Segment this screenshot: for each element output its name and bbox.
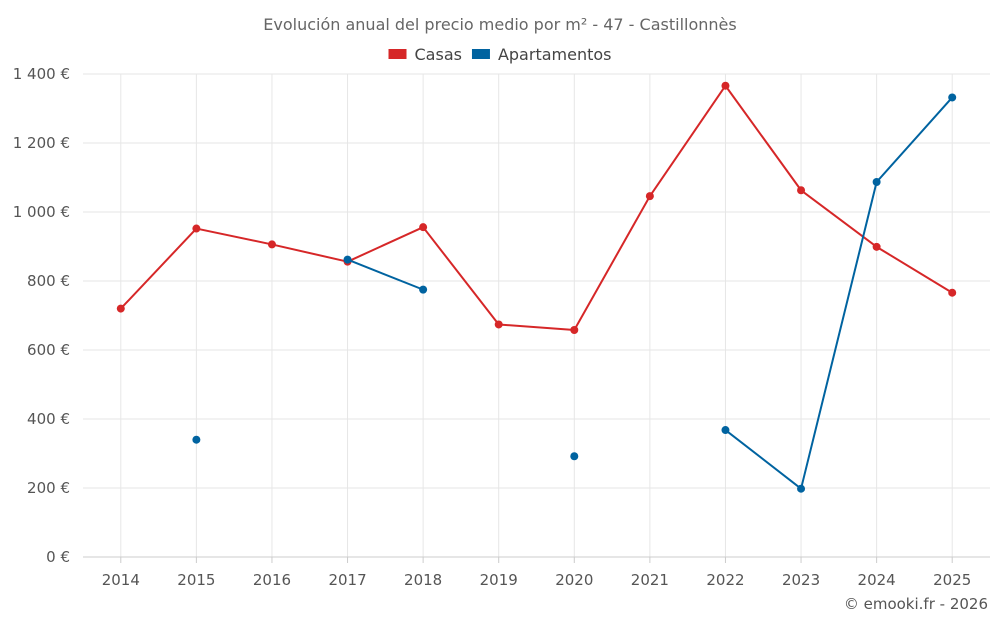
data-point[interactable] xyxy=(570,452,579,461)
data-point[interactable] xyxy=(343,255,352,264)
data-point[interactable] xyxy=(570,325,579,334)
y-tick-label: 1 200 € xyxy=(13,134,70,152)
y-tick-label: 0 € xyxy=(46,548,70,566)
legend-label: Apartamentos xyxy=(498,45,612,64)
x-tick-label: 2014 xyxy=(102,571,140,589)
legend-swatch xyxy=(471,49,490,59)
y-tick-label: 800 € xyxy=(27,272,70,290)
legend-item-apartamentos[interactable]: Apartamentos xyxy=(471,45,612,64)
x-tick-label: 2019 xyxy=(480,571,518,589)
x-tick-label: 2020 xyxy=(555,571,593,589)
x-tick-label: 2022 xyxy=(706,571,744,589)
data-point[interactable] xyxy=(872,242,881,251)
x-tick-label: 2024 xyxy=(858,571,896,589)
data-point[interactable] xyxy=(721,426,730,435)
x-tick-label: 2023 xyxy=(782,571,820,589)
x-tick-label: 2025 xyxy=(933,571,971,589)
series-line xyxy=(347,258,424,291)
data-point[interactable] xyxy=(419,285,428,294)
legend-label: Casas xyxy=(415,45,462,64)
data-point[interactable] xyxy=(872,177,881,186)
legend-item-casas[interactable]: Casas xyxy=(388,45,462,64)
y-tick-label: 1 400 € xyxy=(13,65,70,83)
series-casas xyxy=(116,81,957,334)
x-tick-label: 2015 xyxy=(177,571,215,589)
y-axis-ticks: 0 € 200 € 400 € 600 € 800 € 1 000 € 1 200 € 1 4… xyxy=(13,65,70,566)
data-point[interactable] xyxy=(948,288,957,297)
data-point[interactable] xyxy=(948,93,957,102)
y-gridlines xyxy=(83,73,990,489)
y-tick-label: 600 € xyxy=(27,341,70,359)
legend[interactable]: Casas Apartamentos xyxy=(388,45,612,64)
data-point[interactable] xyxy=(645,192,654,201)
data-point[interactable] xyxy=(192,435,201,444)
credit-text: © emooki.fr - 2026 xyxy=(844,595,988,613)
x-tick-label: 2017 xyxy=(328,571,366,589)
x-tick-label: 2016 xyxy=(253,571,291,589)
data-point[interactable] xyxy=(116,304,125,313)
data-point[interactable] xyxy=(797,186,806,195)
data-point[interactable] xyxy=(192,224,201,233)
legend-swatch xyxy=(388,49,407,59)
y-tick-label: 200 € xyxy=(27,479,70,497)
data-point[interactable] xyxy=(494,320,503,329)
chart-title: Evolución anual del precio medio por m² … xyxy=(263,15,736,34)
data-point[interactable] xyxy=(419,223,428,232)
data-point[interactable] xyxy=(721,81,730,90)
x-axis-ticks: 2014 2015 2016 2017 2018 2019 2020 2021 2022 2023… xyxy=(102,557,971,589)
x-tick-label: 2021 xyxy=(631,571,669,589)
series-line xyxy=(724,96,953,490)
series-layer xyxy=(116,81,957,493)
data-point[interactable] xyxy=(267,240,276,249)
data-point[interactable] xyxy=(797,484,806,493)
y-tick-label: 1 000 € xyxy=(13,203,70,221)
y-tick-label: 400 € xyxy=(27,410,70,428)
x-gridlines xyxy=(120,74,953,557)
series-apartamentos xyxy=(192,93,957,493)
series-line xyxy=(120,84,953,331)
x-tick-label: 2018 xyxy=(404,571,442,589)
